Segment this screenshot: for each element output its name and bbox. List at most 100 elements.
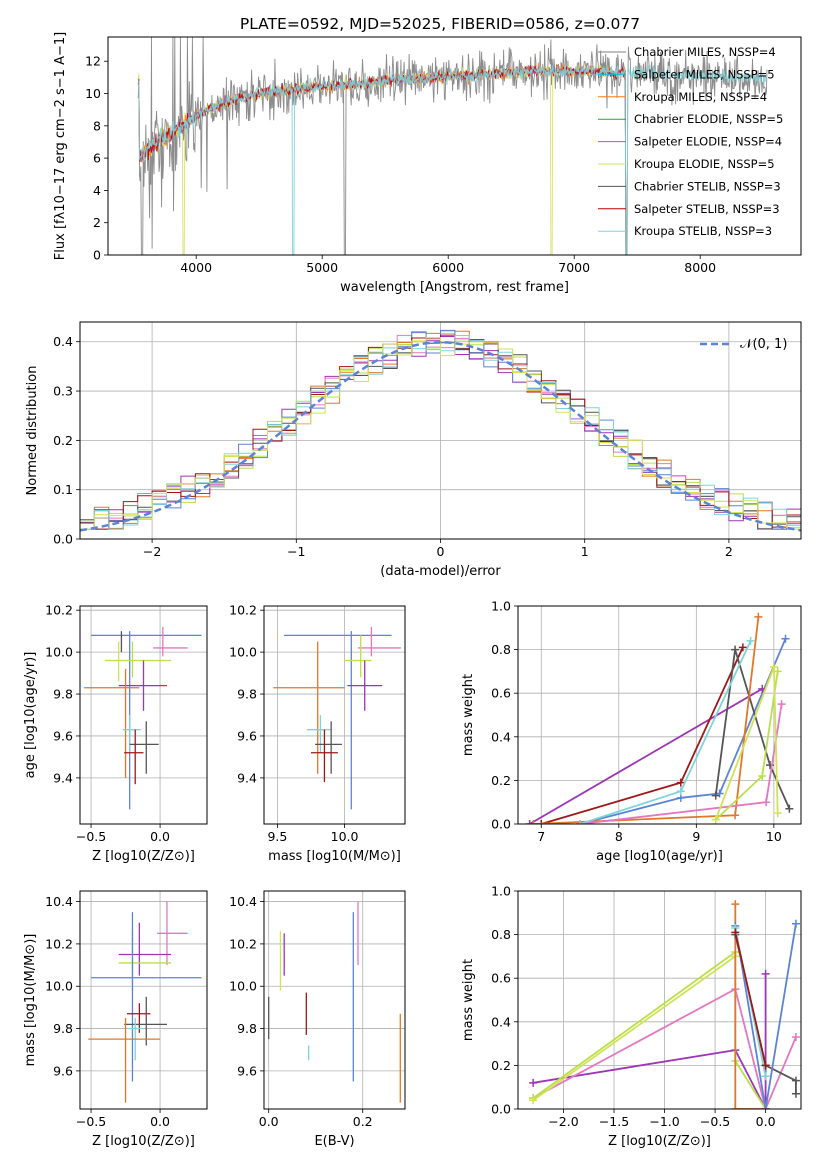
series-path (529, 688, 763, 824)
panel-mass_vs_EBV: 0.0 0.2 9.6 9.8 10.0 10.2 10.4 E(B-V) (229, 890, 406, 1149)
x-tick-label: 0 (437, 544, 445, 559)
series-marker (731, 928, 740, 937)
axes-frame (107, 36, 802, 256)
series-marker (761, 1072, 770, 1081)
series-marker (791, 919, 800, 928)
y-axis-label: mass weight (461, 959, 476, 1041)
x-axis-label: Z [log10(Z/Z⊙)] (608, 1134, 711, 1149)
series-path (734, 923, 797, 1109)
y-tick-label: 10.4 (45, 894, 73, 909)
y-axis-label: Flux [fλ10−17 erg cm−2 s−1 A−1] (53, 32, 68, 260)
series-marker (731, 1105, 740, 1109)
series-line (711, 667, 782, 824)
x-tick-label: 0.0 (259, 1114, 279, 1129)
series-line (529, 952, 740, 1105)
x-axis-label: Z [log10(Z/Z⊙)] (92, 1134, 195, 1149)
y-tick-label: 9.6 (237, 728, 257, 743)
series-marker (761, 969, 770, 978)
y-axis-label: Normed distribution (25, 366, 40, 496)
legend-label: Kroupa STELIB, NSSP=3 (634, 224, 772, 238)
y-tick-label: 0.2 (491, 1058, 511, 1073)
y-axis-label: mass weight (461, 674, 476, 756)
y-tick-label: 0.6 (491, 971, 511, 986)
legend-label: Chabrier ELODIE, NSSP=5 (634, 112, 783, 126)
y-tick-label: 2 (93, 215, 101, 230)
data-point (273, 641, 345, 774)
axes-frame (79, 605, 208, 825)
series-marker (731, 811, 740, 820)
plot-area-mass_vs_EBV (264, 891, 405, 1109)
data-point (124, 996, 167, 1046)
series-marker (754, 612, 763, 621)
panel-spectrum: 4000 5000 6000 7000 8000 0 2 4 6 8 10 12 wavelength … (53, 32, 802, 295)
data-point (118, 660, 167, 711)
series-marker (791, 1076, 800, 1085)
series-marker (676, 787, 685, 796)
series-marker (746, 636, 755, 645)
x-tick-label: 0.0 (150, 829, 170, 844)
y-tick-label: 4 (93, 183, 101, 198)
y-tick-label: 0.1 (53, 482, 73, 497)
y-tick-label: 10.0 (229, 979, 257, 994)
series-marker (576, 820, 585, 824)
y-axis-label: mass [log10(M/M⊙)] (23, 934, 38, 1067)
y-tick-label: 0.6 (491, 686, 511, 701)
series-line (711, 663, 782, 824)
x-tick-label: −2 (143, 544, 161, 559)
x-axis-label: wavelength [Angstrom, rest frame] (340, 280, 569, 295)
series-line (576, 636, 755, 824)
y-tick-label: 10.2 (229, 936, 257, 951)
histogram-step (80, 337, 801, 530)
y-tick-label: 6 (93, 151, 101, 166)
series-line (576, 634, 790, 824)
y-tick-label: 8 (93, 118, 101, 133)
series-marker (525, 820, 534, 824)
x-tick-label: 10.0 (331, 829, 359, 844)
spectrum-line (137, 64, 768, 255)
y-tick-label: 9.8 (53, 687, 73, 702)
series-marker (769, 663, 778, 672)
plot-area-mass_vs_Z (80, 891, 207, 1109)
series-marker (761, 1061, 770, 1070)
series-marker (537, 820, 546, 824)
spectrum-line (137, 64, 628, 255)
x-tick-label: 2 (725, 544, 733, 559)
histogram-step (80, 334, 801, 530)
y-tick-label: 10.2 (229, 603, 257, 618)
y-tick-label: 0.4 (491, 729, 511, 744)
legend-label: Chabrier STELIB, NSSP=3 (634, 179, 781, 193)
plot-area-age_vs_mass (264, 606, 405, 824)
y-tick-label: 0.8 (491, 927, 511, 942)
x-tick-label: 8 (615, 829, 623, 844)
series-line (529, 948, 770, 1109)
series-path (541, 647, 744, 824)
data-point (347, 660, 383, 711)
legend-label: Chabrier MILES, NSSP=4 (634, 45, 776, 59)
plot-area-mass_weight_vs_Z (518, 891, 801, 1109)
y-tick-label: 1.0 (491, 599, 511, 614)
series-path (714, 649, 791, 810)
series-marker (738, 643, 747, 652)
y-tick-label: 10.0 (229, 645, 257, 660)
series-marker (731, 645, 740, 654)
axes-frame (263, 890, 406, 1110)
series-marker (761, 1105, 770, 1109)
y-axis-label: age [log10(age/yr)] (23, 652, 38, 779)
y-tick-label: 0.8 (491, 642, 511, 657)
series-path (734, 904, 766, 1109)
x-axis-label: Z [log10(Z/Z⊙)] (92, 849, 195, 864)
legend: 𝒩(0, 1) (700, 337, 787, 352)
x-tick-label: 9.5 (267, 829, 287, 844)
y-tick-label: 10.4 (229, 894, 257, 909)
data-point (153, 626, 188, 657)
series-path (579, 703, 783, 824)
y-tick-label: 12 (85, 54, 101, 69)
x-tick-label: −2.0 (548, 1114, 578, 1129)
data-point (284, 631, 392, 810)
spectrum-line (137, 37, 768, 255)
y-tick-label: 0.3 (53, 384, 73, 399)
series-marker (676, 778, 685, 787)
y-tick-label: 10.2 (45, 936, 73, 951)
series-marker (781, 634, 790, 643)
x-tick-label: 8000 (684, 260, 716, 275)
